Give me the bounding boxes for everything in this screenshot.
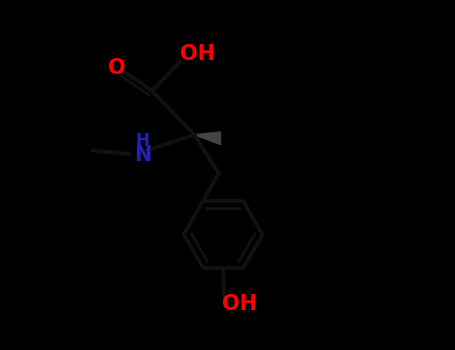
Text: N: N [134, 145, 152, 165]
Text: OH: OH [222, 294, 257, 315]
Text: H: H [136, 132, 150, 150]
Text: O: O [108, 58, 126, 78]
Text: OH: OH [180, 43, 215, 64]
Polygon shape [194, 132, 221, 145]
